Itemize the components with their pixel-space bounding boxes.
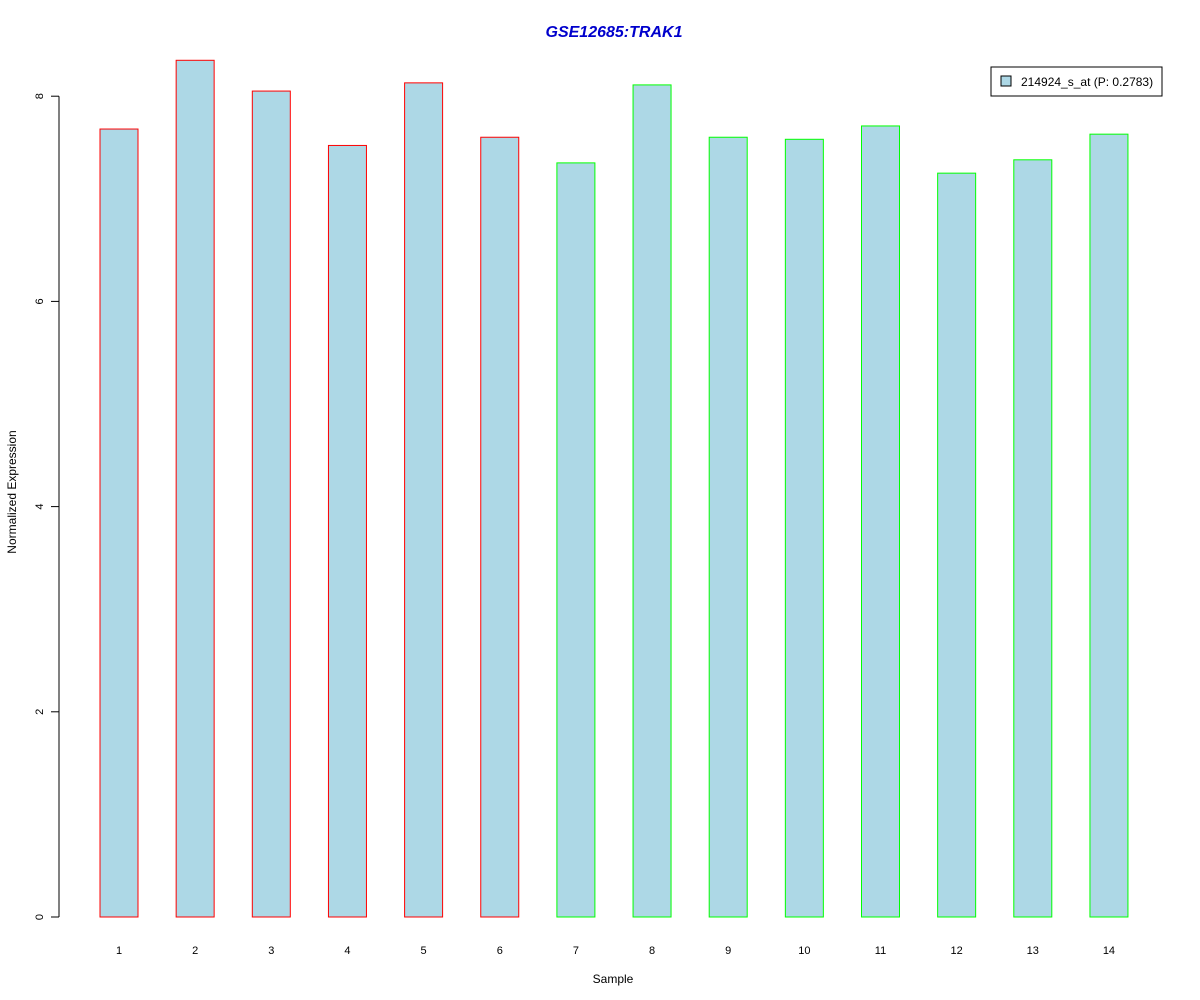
y-tick-label: 4 xyxy=(34,504,46,510)
bar-sample-2 xyxy=(175,59,215,918)
x-tick-label: 3 xyxy=(268,945,274,957)
x-tick-label: 7 xyxy=(573,945,579,957)
bar-sample-6 xyxy=(480,136,520,918)
bar-sample-9 xyxy=(708,136,748,918)
y-axis-label: Normalized Expression xyxy=(5,430,19,553)
bar-sample-1 xyxy=(99,128,139,918)
x-tick-label: 5 xyxy=(421,945,427,957)
bar-sample-11 xyxy=(861,125,900,918)
bar-sample-13 xyxy=(1013,159,1053,918)
bar-sample-3 xyxy=(251,90,291,918)
x-tick-label: 12 xyxy=(951,945,963,957)
x-tick-label: 14 xyxy=(1103,945,1115,957)
x-tick-label: 9 xyxy=(725,945,731,957)
y-axis: 0 2 4 6 8 xyxy=(34,93,60,920)
y-tick-label: 6 xyxy=(34,298,46,304)
bar-sample-4 xyxy=(327,144,367,918)
x-tick-label: 13 xyxy=(1027,945,1039,957)
y-tick-label: 0 xyxy=(34,914,46,920)
x-tick-label: 6 xyxy=(497,945,503,957)
x-tick-labels: 1 2 3 4 5 6 7 8 9 10 11 12 13 14 xyxy=(116,945,1115,957)
x-tick-label: 10 xyxy=(798,945,810,957)
legend-swatch xyxy=(1000,75,1012,87)
bar-sample-14 xyxy=(1089,133,1129,918)
legend-box xyxy=(990,66,1163,97)
y-tick-label: 8 xyxy=(34,93,46,99)
x-axis-label: Sample xyxy=(593,972,634,986)
x-tick-label: 4 xyxy=(344,945,350,957)
bar-sample-12 xyxy=(937,172,977,918)
bar-sample-7 xyxy=(556,162,596,918)
bar-sample-10 xyxy=(784,138,824,918)
x-tick-label: 1 xyxy=(116,945,122,957)
legend-entry-label: 214924_s_at (P: 0.2783) xyxy=(1021,75,1153,89)
y-tick-label: 2 xyxy=(34,709,46,715)
x-tick-label: 11 xyxy=(875,945,886,957)
x-tick-label: 8 xyxy=(649,945,655,957)
x-tick-label: 2 xyxy=(192,945,198,957)
chart-title: GSE12685:TRAK1 xyxy=(546,24,683,41)
bar-sample-8 xyxy=(632,84,672,918)
bar-sample-5 xyxy=(404,82,444,918)
legend: 214924_s_at (P: 0.2783) xyxy=(990,66,1163,97)
bars-group xyxy=(99,59,1129,918)
